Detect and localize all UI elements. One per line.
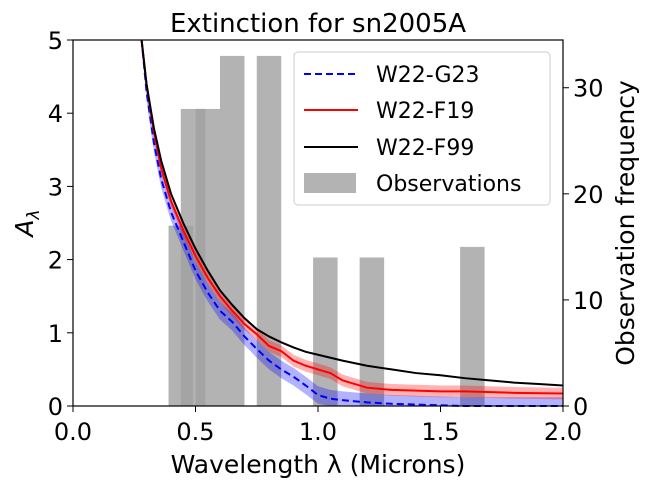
x-axis-ticks: 0.0 0.5 1.0 1.5 2.0 xyxy=(54,406,582,446)
y-tick-label: 4 xyxy=(48,100,63,128)
y2-axis-label: Observation frequency xyxy=(611,80,640,366)
y-tick-label: 1 xyxy=(48,320,63,348)
x-tick-label: 1.5 xyxy=(421,418,459,446)
y2-tick-label: 30 xyxy=(573,75,604,103)
y-axis-label: Aλ xyxy=(10,209,44,238)
observation-bar-7 xyxy=(359,257,385,406)
line-w22-g23 xyxy=(140,39,563,407)
x-tick-label: 1.0 xyxy=(299,418,337,446)
y-tick-label: 0 xyxy=(48,393,63,421)
observation-bar-4 xyxy=(220,55,245,406)
y2-axis-ticks: 0 10 20 30 xyxy=(563,75,604,421)
x-axis-label: Wavelength λ (Microns) xyxy=(171,450,466,479)
chart-title: Extinction for sn2005A xyxy=(170,9,466,39)
y2-tick-label: 0 xyxy=(573,393,588,421)
observation-bar-8 xyxy=(460,246,485,406)
legend-label: W22-G23 xyxy=(376,63,480,88)
line-w22-f99 xyxy=(140,39,564,387)
y-axis-label-main: A xyxy=(10,219,39,238)
y-tick-label: 2 xyxy=(48,247,63,275)
legend: W22-G23 W22-F19 W22-F99 Observations xyxy=(293,51,551,206)
extinction-curves xyxy=(140,39,564,407)
legend-label: W22-F99 xyxy=(376,136,474,161)
observation-bar-5 xyxy=(256,55,282,406)
svg-text:Aλ: Aλ xyxy=(10,209,44,238)
legend-label: W22-F19 xyxy=(376,99,474,124)
line-w22-f19 xyxy=(140,39,564,395)
x-tick-label: 0.0 xyxy=(54,418,92,446)
y2-tick-label: 10 xyxy=(573,287,604,315)
legend-box xyxy=(293,51,551,206)
y-axis-ticks: 0 1 2 3 4 5 xyxy=(48,27,73,421)
x-tick-label: 0.5 xyxy=(176,418,214,446)
legend-label: Observations xyxy=(376,172,521,197)
legend-swatch-observations xyxy=(304,173,356,193)
observation-bar-6 xyxy=(313,257,338,406)
x-tick-label: 2.0 xyxy=(544,418,582,446)
y-tick-label: 3 xyxy=(48,173,63,201)
y2-tick-label: 20 xyxy=(573,181,604,209)
y-tick-label: 5 xyxy=(48,27,63,55)
y-axis-label-sub: λ xyxy=(24,209,44,220)
